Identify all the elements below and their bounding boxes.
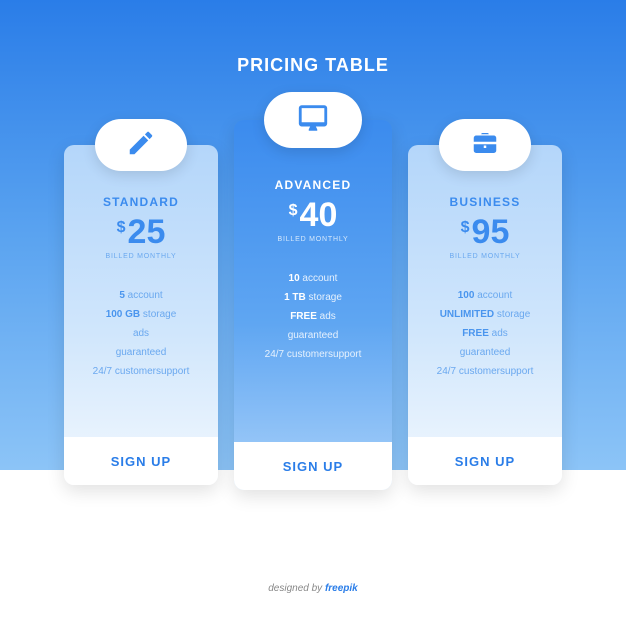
plan-price: $ 40: [234, 198, 392, 232]
feature-item: ads: [76, 324, 206, 343]
page-title: PRICING TABLE: [0, 55, 626, 76]
feature-item: UNLIMITED storage: [420, 305, 550, 324]
feature-item: 24/7 customersupport: [246, 345, 380, 364]
billing-cycle: BILLED MONTHLY: [408, 253, 562, 260]
currency-symbol: $: [289, 202, 298, 220]
attribution-brand: freepik: [325, 583, 358, 594]
signup-button[interactable]: SIGN UP: [234, 442, 392, 490]
plan-name: BUSINESS: [408, 195, 562, 209]
feature-item: 24/7 customersupport: [76, 362, 206, 381]
briefcase-icon: [470, 128, 500, 163]
feature-item: FREE ads: [246, 307, 380, 326]
feature-item: FREE ads: [420, 324, 550, 343]
plan-icon-pill: [95, 119, 187, 171]
monitor-icon: [296, 101, 330, 140]
billing-cycle: BILLED MONTHLY: [64, 253, 218, 260]
feature-item: 5 account: [76, 286, 206, 305]
signup-button[interactable]: SIGN UP: [64, 437, 218, 485]
billing-cycle: BILLED MONTHLY: [234, 236, 392, 243]
price-amount: 25: [128, 215, 166, 249]
plan-icon-pill: [264, 92, 362, 148]
plan-card-business: BUSINESS $ 95 BILLED MONTHLY 100 account…: [408, 145, 562, 485]
plan-price: $ 25: [64, 215, 218, 249]
feature-item: guaranteed: [420, 343, 550, 362]
signup-button[interactable]: SIGN UP: [408, 437, 562, 485]
feature-item: guaranteed: [76, 343, 206, 362]
pencil-icon: [126, 128, 156, 163]
feature-item: guaranteed: [246, 326, 380, 345]
plan-features: 10 account 1 TB storage FREE ads guarant…: [234, 269, 392, 364]
price-amount: 95: [472, 215, 510, 249]
plan-icon-pill: [439, 119, 531, 171]
feature-item: 10 account: [246, 269, 380, 288]
attribution-prefix: designed by: [268, 583, 325, 594]
attribution: designed by freepik: [0, 583, 626, 594]
currency-symbol: $: [461, 219, 470, 237]
pricing-cards-row: STANDARD $ 25 BILLED MONTHLY 5 account 1…: [0, 145, 626, 490]
price-amount: 40: [300, 198, 338, 232]
plan-features: 5 account 100 GB storage ads guaranteed …: [64, 286, 218, 381]
background-bottom: [0, 470, 626, 626]
plan-name: STANDARD: [64, 195, 218, 209]
feature-item: 100 account: [420, 286, 550, 305]
plan-features: 100 account UNLIMITED storage FREE ads g…: [408, 286, 562, 381]
currency-symbol: $: [117, 219, 126, 237]
plan-price: $ 95: [408, 215, 562, 249]
plan-card-advanced: ADVANCED $ 40 BILLED MONTHLY 10 account …: [234, 120, 392, 490]
plan-card-standard: STANDARD $ 25 BILLED MONTHLY 5 account 1…: [64, 145, 218, 485]
feature-item: 100 GB storage: [76, 305, 206, 324]
feature-item: 1 TB storage: [246, 288, 380, 307]
feature-item: 24/7 customersupport: [420, 362, 550, 381]
plan-name: ADVANCED: [234, 178, 392, 192]
